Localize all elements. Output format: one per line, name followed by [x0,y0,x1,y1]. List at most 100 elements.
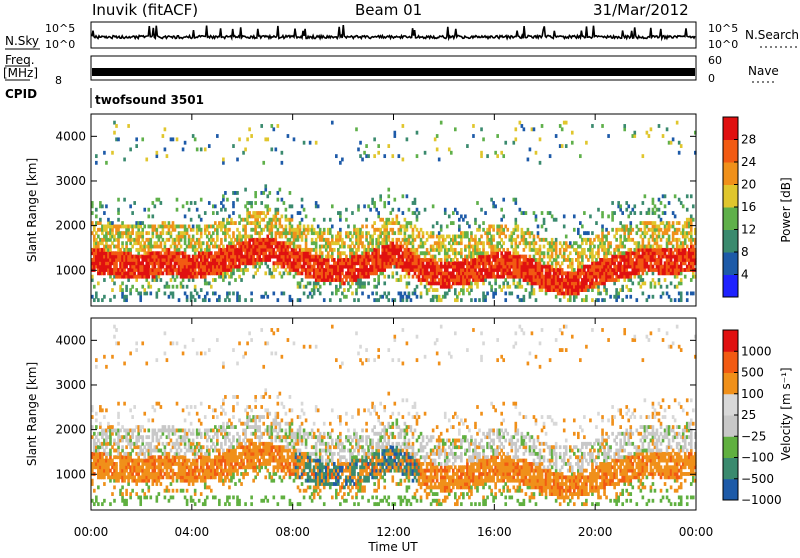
power-cell [500,208,503,212]
velocity-cell [125,435,128,439]
velocity-cell [131,489,134,493]
power-cell [692,291,695,295]
power-cell [168,295,171,299]
power-cell [149,291,152,295]
power-cell [232,201,235,205]
power-cell [680,295,683,299]
power-cell [129,288,132,292]
power-cell [305,241,308,245]
power-cell [547,261,550,265]
power-cell [270,147,273,151]
power-cell [412,235,415,239]
power-cell [244,147,247,151]
power-cell [640,211,643,215]
power-cell [468,278,471,282]
power-cell [482,221,485,225]
power-cell [418,235,421,239]
power-cell [404,231,407,235]
power-cell [123,268,126,272]
power-cell [147,208,150,212]
power-cell [406,228,409,232]
power-cell [363,245,366,249]
power-cell [408,275,411,279]
power-cell [617,295,620,299]
power-cell [412,241,415,245]
velocity-cell [137,439,140,443]
power-cell [256,268,259,272]
velocity-cell [129,492,132,496]
power-cell [474,238,477,242]
power-cell [250,134,253,138]
power-cell [426,248,429,252]
power-cell [686,194,689,198]
power-cell [156,291,159,295]
power-cell [194,251,197,255]
power-cell [218,245,221,249]
power-cell [121,281,124,285]
station-title: Inuvik (fitACF) [92,1,198,19]
power-cell [488,228,491,232]
power-cell [264,261,267,265]
power-cell [381,295,384,299]
power-cell [200,198,203,202]
power-cell [222,278,225,282]
velocity-cell [107,472,110,476]
power-cell [543,251,546,255]
power-cell [394,255,397,259]
power-cell [166,154,169,158]
power-cell [244,188,247,192]
power-cell [93,298,96,302]
power-cell [416,214,419,218]
power-cell [158,238,161,242]
power-cell [391,271,394,275]
power-cell [571,258,574,262]
power-cell [414,288,417,292]
power-cell [476,281,479,285]
power-cell [174,241,177,245]
power-cell [652,271,655,275]
power-cell [629,295,632,299]
power-cell [625,268,628,272]
velocity-cell [133,405,136,409]
power-cell [640,228,643,232]
power-cell [232,144,235,148]
power-cell [617,248,620,252]
power-cell [607,248,610,252]
power-cell [232,204,235,208]
power-cell [623,235,626,239]
power-cell [444,245,447,249]
power-cell [287,248,290,252]
power-cell [676,275,679,279]
power-cell [224,235,227,239]
power-cell [162,271,165,275]
power-cell [367,261,370,265]
power-cell [517,228,520,232]
power-cell [654,285,657,289]
power-cell [143,248,146,252]
power-cell [277,124,280,128]
power-cell [519,121,522,125]
power-cell [218,298,221,302]
power-cell [204,231,207,235]
power-cell [496,251,499,255]
power-cell [95,214,98,218]
power-cell [307,295,310,299]
power-cell [448,255,451,259]
power-cell [541,211,544,215]
power-cell [690,241,693,245]
power-cell [623,245,626,249]
power-cell [345,278,348,282]
power-cell [672,225,675,229]
power-cell [105,161,108,165]
power-cell [194,285,197,289]
power-cell [650,261,653,265]
power-cell [629,248,632,252]
velocity-cell [129,495,132,499]
power-colorbar-label: Power [dB] [779,177,793,242]
power-cell [460,248,463,252]
nsky-line [92,25,695,38]
power-cell [597,285,600,289]
power-cell [515,218,518,222]
